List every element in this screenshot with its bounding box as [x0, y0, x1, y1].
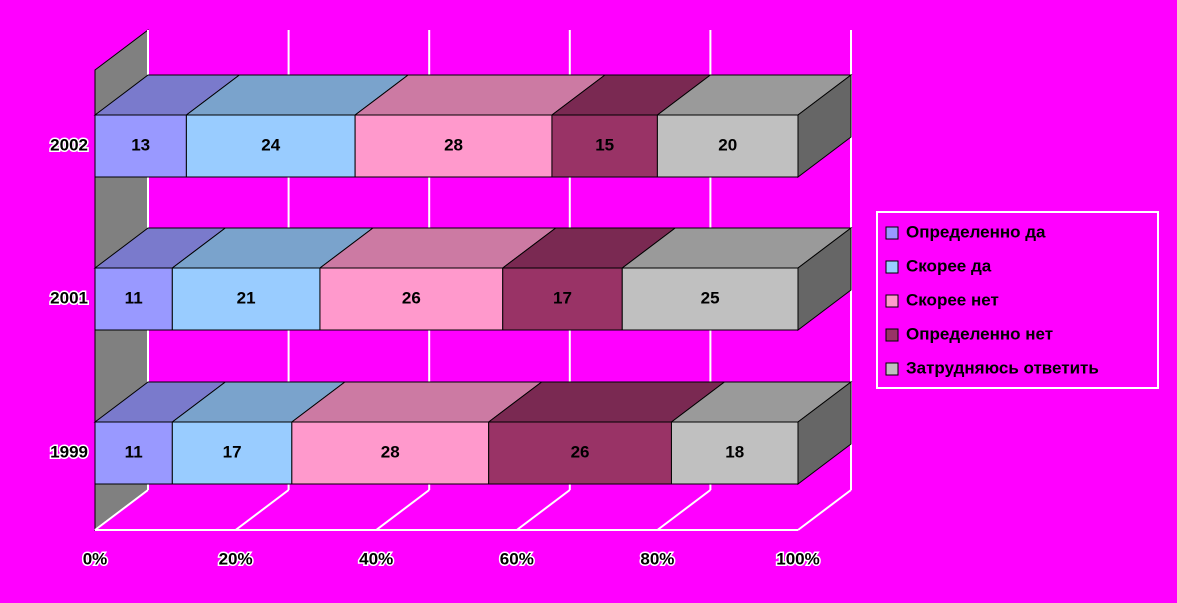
value-label: 28	[381, 442, 400, 461]
value-label: 28	[444, 135, 463, 154]
bar-side	[797, 380, 852, 486]
floor-line	[797, 489, 852, 531]
x-tick-label: 80%	[640, 549, 674, 568]
y-tick-label: 2001	[50, 288, 88, 307]
bar	[656, 114, 799, 178]
value-label: 20	[718, 135, 737, 154]
bar	[354, 114, 553, 178]
bar	[185, 114, 356, 178]
legend	[876, 211, 1159, 389]
bar	[94, 114, 187, 178]
legend-label: Затрудняюсь ответить	[906, 358, 1099, 377]
bar	[502, 267, 623, 331]
value-label: 18	[725, 442, 744, 461]
value-label: 17	[553, 288, 572, 307]
bar-side	[797, 226, 852, 332]
legend-swatch	[885, 260, 899, 274]
floor-line	[94, 489, 149, 531]
bar	[621, 267, 799, 331]
legend-swatch	[885, 226, 899, 240]
legend-label: Определенно да	[906, 222, 1046, 241]
x-tick-label: 0%	[83, 549, 108, 568]
value-label: 13	[131, 135, 150, 154]
value-label: 26	[402, 288, 421, 307]
bar	[171, 267, 321, 331]
bar	[670, 421, 799, 485]
bar-side	[797, 73, 852, 179]
legend-label: Скорее да	[906, 256, 992, 275]
y-tick-label: 1999	[50, 442, 88, 461]
x-tick-label: 60%	[500, 549, 534, 568]
value-label: 15	[595, 135, 614, 154]
bar	[171, 421, 293, 485]
legend-swatch	[885, 294, 899, 308]
value-label: 17	[223, 442, 242, 461]
value-label: 26	[571, 442, 590, 461]
x-tick-label: 100%	[776, 549, 819, 568]
value-label: 21	[237, 288, 256, 307]
legend-swatch	[885, 362, 899, 376]
x-tick-label: 40%	[359, 549, 393, 568]
bar	[488, 421, 672, 485]
value-label: 24	[261, 135, 280, 154]
legend-swatch	[885, 328, 899, 342]
x-tick-label: 20%	[219, 549, 253, 568]
floor-line	[375, 489, 430, 531]
value-label: 25	[701, 288, 720, 307]
floor-line	[656, 489, 712, 531]
legend-label: Скорее нет	[906, 290, 999, 309]
legend-label: Определенно нет	[906, 324, 1053, 343]
value-label: 11	[125, 442, 143, 461]
floor-line	[234, 489, 290, 531]
floor-line	[516, 489, 571, 531]
bar	[291, 421, 490, 485]
bar	[94, 421, 173, 485]
value-label: 11	[125, 288, 143, 307]
y-tick-label: 2002	[50, 135, 88, 154]
